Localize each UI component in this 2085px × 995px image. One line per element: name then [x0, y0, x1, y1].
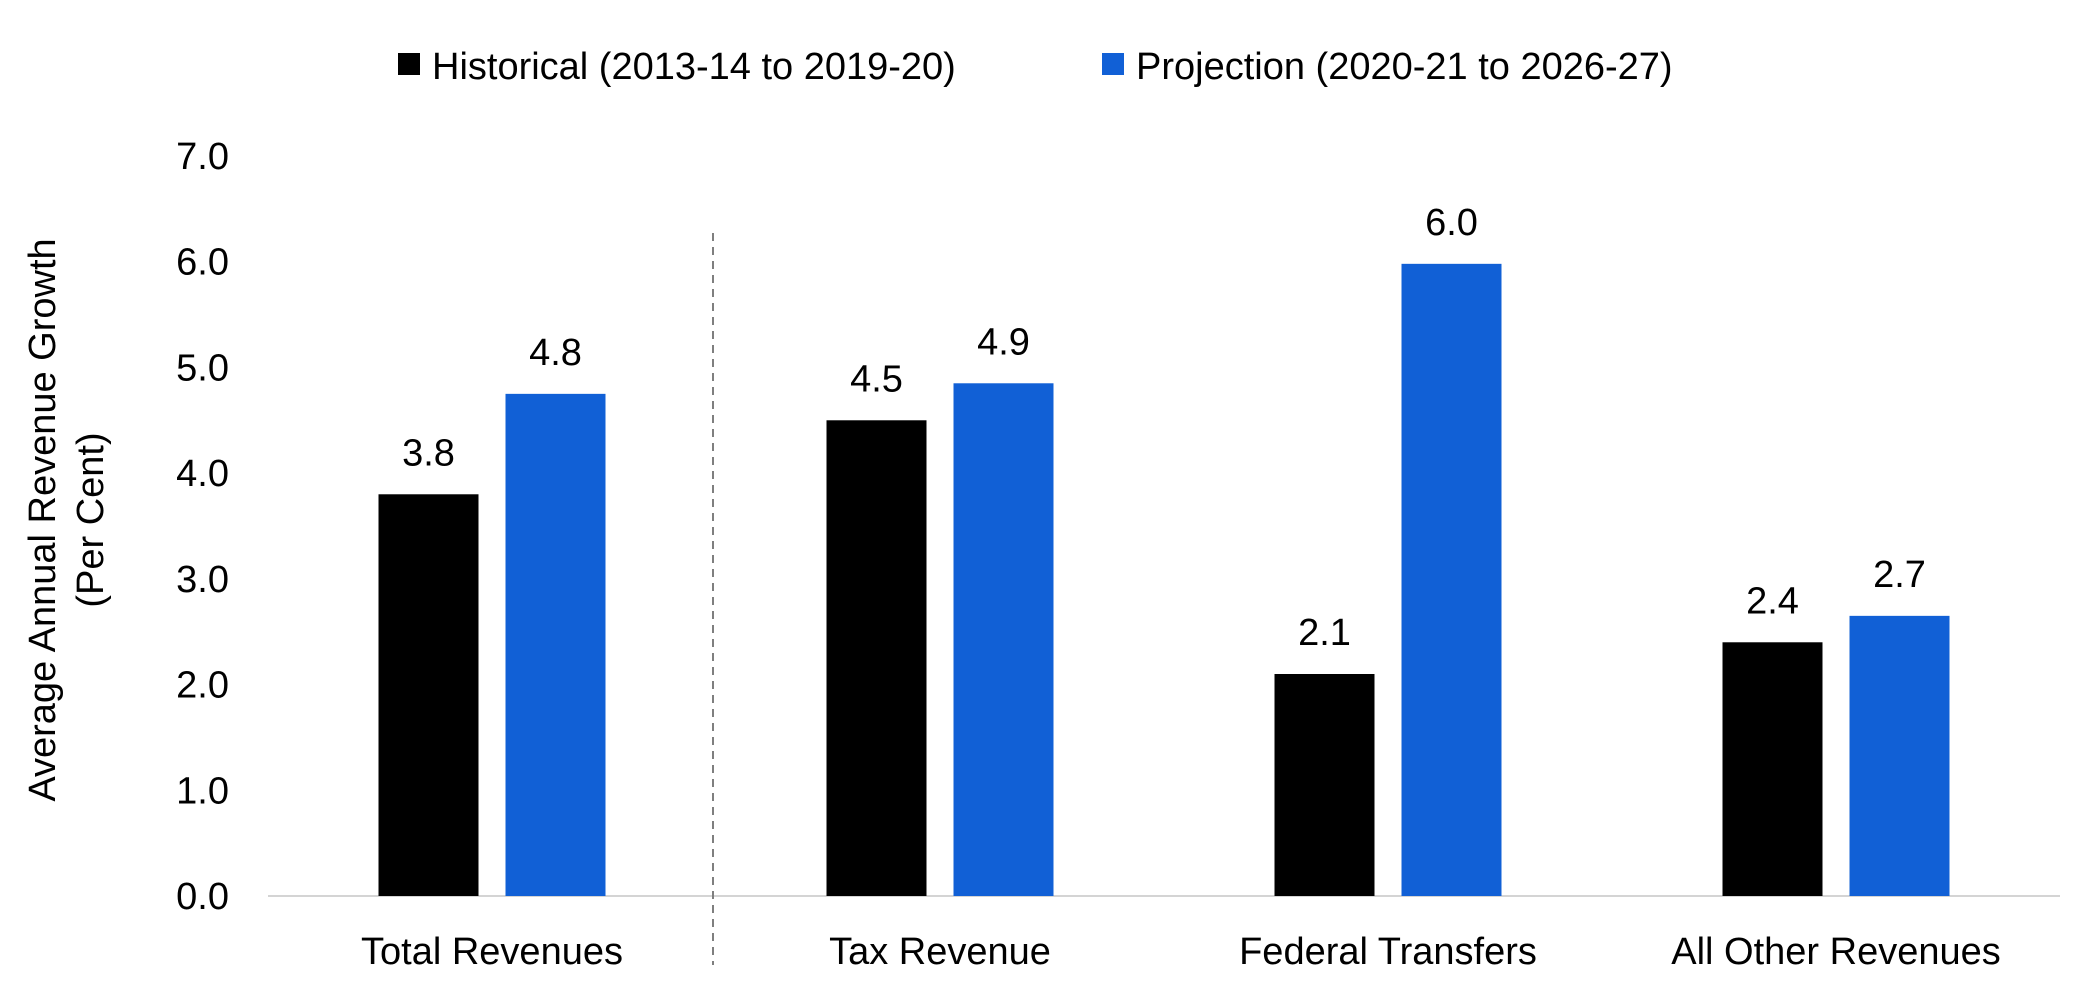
y-tick-label: 1.0 — [176, 770, 229, 812]
y-tick-label: 6.0 — [176, 242, 229, 284]
y-tick-label: 4.0 — [176, 453, 229, 495]
x-category-label: Total Revenues — [361, 931, 623, 973]
data-label: 4.9 — [977, 321, 1030, 363]
bar-projection — [1401, 263, 1502, 896]
y-tick-label: 3.0 — [176, 559, 229, 601]
bar-projection — [1849, 615, 1950, 896]
y-tick-label: 7.0 — [176, 136, 229, 178]
y-axis-title: Average Annual Revenue Growth — [22, 238, 64, 801]
bar-projection — [953, 383, 1054, 896]
y-tick-label: 5.0 — [176, 347, 229, 389]
data-label: 2.7 — [1873, 554, 1926, 596]
legend-label: Historical (2013-14 to 2019-20) — [432, 46, 956, 88]
data-label: 6.0 — [1425, 202, 1478, 244]
data-label: 4.8 — [529, 332, 582, 374]
data-label: 2.1 — [1298, 612, 1351, 654]
data-label: 3.8 — [402, 432, 455, 474]
bar-historical — [1722, 642, 1823, 896]
x-category-label: All Other Revenues — [1671, 931, 2001, 973]
x-category-label: Tax Revenue — [829, 931, 1051, 973]
legend-swatch-projection — [1102, 53, 1124, 75]
bar-historical — [826, 420, 927, 896]
y-tick-label: 0.0 — [176, 876, 229, 918]
y-axis-title: (Per Cent) — [70, 432, 112, 607]
legend-label: Projection (2020-21 to 2026-27) — [1136, 46, 1673, 88]
x-category-label: Federal Transfers — [1239, 931, 1537, 973]
bar-historical — [378, 494, 479, 896]
bar-historical — [1274, 674, 1375, 896]
data-label: 4.5 — [850, 358, 903, 400]
data-label: 2.4 — [1746, 580, 1799, 622]
legend-swatch-historical — [398, 53, 420, 75]
y-tick-label: 2.0 — [176, 665, 229, 707]
bar-projection — [505, 393, 606, 896]
